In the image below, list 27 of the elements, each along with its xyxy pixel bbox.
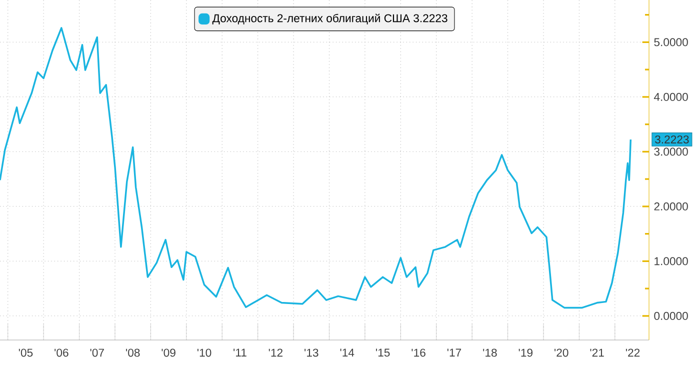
x-tick-label: '13: [304, 348, 318, 357]
x-tick-label: '18: [483, 348, 497, 357]
x-tick-label: '08: [126, 348, 140, 357]
x-tick-label: '12: [268, 348, 282, 357]
x-tick-label: '19: [518, 348, 532, 357]
x-tick-label: '16: [412, 348, 426, 357]
x-tick-label: '06: [54, 348, 68, 357]
x-tick-label: '14: [340, 348, 354, 357]
y-tick-label: 0.0000: [654, 312, 688, 320]
x-tick-label: '05: [18, 348, 33, 357]
y-tick-label: 1.0000: [654, 257, 688, 266]
x-tick-label: '11: [234, 348, 246, 357]
y-tick-label: 3.0000: [654, 148, 688, 156]
y-tick-label: 4.0000: [654, 92, 688, 101]
x-tick-label: '07: [90, 348, 104, 357]
y-tick-label: 5.0000: [654, 38, 688, 46]
line-series: [0, 27, 632, 309]
x-tick-label: '17: [447, 348, 462, 357]
x-tick-label: '10: [197, 348, 212, 357]
legend-label: Доходность 2-летних облигаций США 3.2223: [212, 14, 448, 24]
y-tick-label: 2.0000: [654, 202, 688, 210]
annotation: 3.2223: [655, 135, 689, 144]
x-tick-label: '15: [376, 348, 390, 357]
x-tick-label: '09: [162, 348, 176, 357]
x-tick-label: '20: [554, 348, 568, 357]
x-tick-label: '22: [626, 348, 640, 357]
x-tick-label: '21: [590, 348, 604, 357]
